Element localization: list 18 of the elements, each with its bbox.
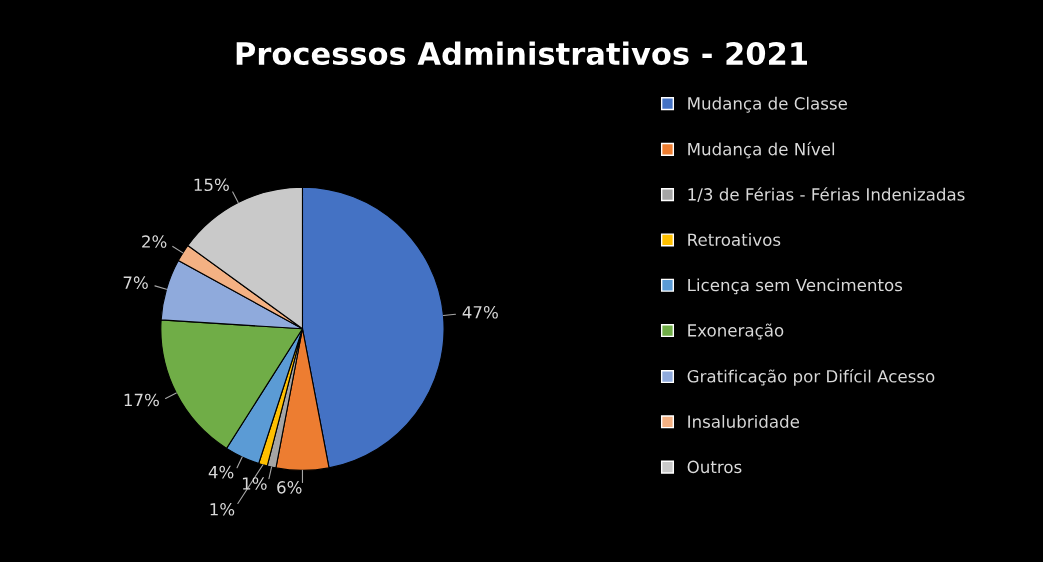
data-label: 4%: [208, 465, 234, 479]
legend-label: Exoneração: [688, 323, 784, 340]
legend-label: Mudança de Classe: [688, 96, 847, 113]
data-label: 7%: [123, 276, 148, 289]
data-label: 2%: [142, 235, 167, 248]
legend-label: Insalubridade: [688, 415, 800, 428]
legend-label: Gratificação por Difícil Acesso: [687, 369, 935, 386]
legend-label: Licença sem Vencimentos: [688, 278, 903, 295]
data-label: 17%: [124, 393, 159, 407]
legend-label: Retroativos: [688, 233, 781, 247]
legend-label: Mudança de Nível: [688, 141, 835, 159]
legend-label: 1/3 de Férias - Férias Indenizadas: [688, 187, 965, 203]
data-label: 1%: [210, 503, 235, 516]
data-label: 15%: [194, 178, 229, 192]
legend-label: Outros: [687, 460, 742, 474]
data-label: 6%: [277, 481, 302, 494]
chart-title: Processos Administrativos - 2021: [236, 41, 807, 66]
data-label: 47%: [462, 305, 498, 319]
